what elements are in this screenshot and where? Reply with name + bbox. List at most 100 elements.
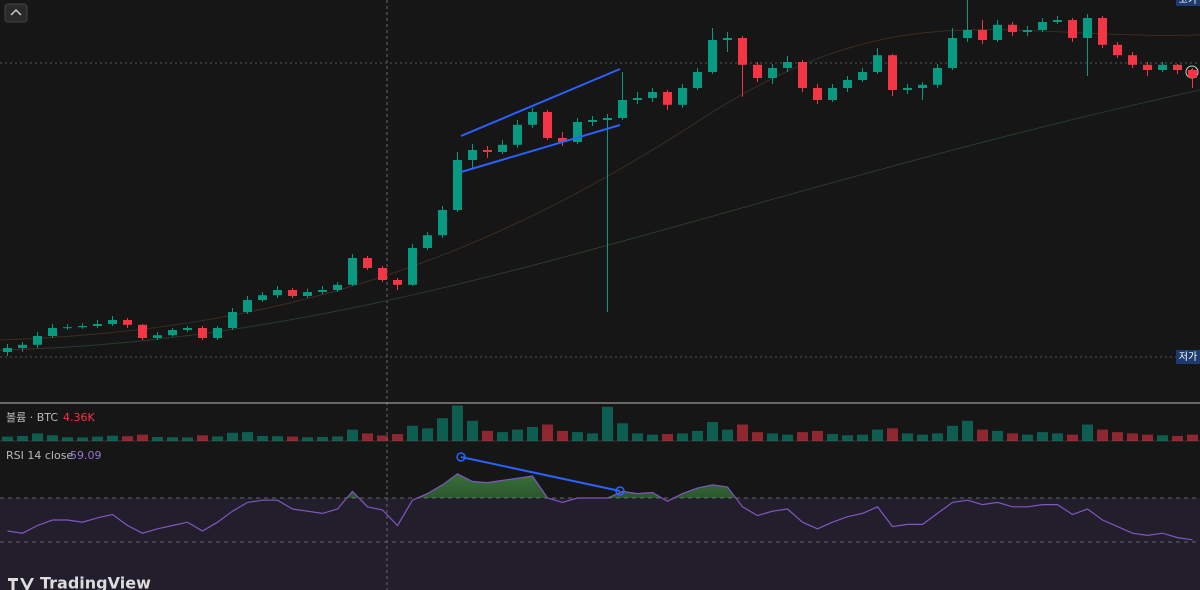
volume-bar: [287, 436, 298, 441]
volume-bar: [617, 423, 628, 441]
collapse-button[interactable]: [4, 3, 28, 23]
volume-bar: [1187, 434, 1198, 441]
volume-bar: [1022, 434, 1033, 441]
candle-body: [1143, 64, 1152, 70]
candle-body: [1188, 70, 1197, 78]
candle-body: [933, 68, 942, 85]
volume-bar: [452, 405, 463, 441]
moving-average: [0, 29, 1200, 341]
volume-bar: [1037, 432, 1048, 441]
candle-body: [258, 295, 267, 300]
volume-bar: [497, 432, 508, 441]
volume-bar: [272, 436, 283, 441]
volume-bar: [227, 432, 238, 441]
volume-bar: [917, 434, 928, 441]
volume-bar: [152, 436, 163, 441]
candle-body: [783, 62, 792, 68]
volume-bar: [1097, 429, 1108, 441]
candle-body: [438, 210, 447, 236]
candle-body: [918, 84, 927, 88]
volume-bar: [1007, 433, 1018, 441]
chevron-icon: [10, 8, 22, 16]
moving-average: [0, 89, 1200, 351]
volume-bar: [107, 435, 118, 441]
rsi-band: [0, 498, 1200, 590]
candle-body: [843, 80, 852, 88]
volume-bar: [167, 437, 178, 441]
trendline-handle[interactable]: [456, 452, 466, 462]
volume-bar: [32, 433, 43, 441]
volume-bar: [77, 437, 88, 441]
volume-bar: [467, 420, 478, 441]
volume-bar: [842, 435, 853, 441]
volume-bar: [587, 433, 598, 441]
volume-bar: [1067, 434, 1078, 441]
candle-body: [858, 72, 867, 80]
volume-bar: [827, 434, 838, 441]
candle-body: [483, 150, 492, 152]
logo-icon: [8, 578, 34, 590]
volume-legend: 볼륨 · BTC: [6, 411, 58, 424]
volume-bar: [302, 437, 313, 441]
volume-bar: [1172, 435, 1183, 441]
candle-body: [1008, 24, 1017, 32]
candle-body: [903, 88, 912, 90]
high-tag-bg: [1176, 0, 1200, 6]
candle-body: [228, 312, 237, 328]
volume-bar: [482, 430, 493, 441]
candle-body: [303, 292, 312, 296]
candle-body: [873, 55, 882, 72]
volume-bar: [1082, 424, 1093, 441]
candle-body: [213, 328, 222, 338]
volume-bar: [332, 436, 343, 441]
candle-body: [243, 300, 252, 312]
candle-body: [288, 290, 297, 296]
candle-body: [198, 328, 207, 338]
candle-body: [363, 258, 372, 268]
candle-body: [468, 150, 477, 160]
candle-body: [498, 144, 507, 152]
volume-bar: [317, 436, 328, 441]
candle-body: [78, 326, 87, 328]
candle-body: [183, 328, 192, 330]
candle-body: [543, 112, 552, 138]
volume-value: 4.36K: [63, 411, 95, 424]
volume-bar: [797, 432, 808, 441]
candle-body: [603, 118, 612, 120]
trendline-handle[interactable]: [615, 486, 625, 496]
candle-body: [453, 160, 462, 210]
drawings: [456, 68, 625, 496]
volume-bar: [707, 422, 718, 441]
candle-body: [828, 88, 837, 100]
candle-body: [153, 335, 162, 338]
volume-bar: [197, 435, 208, 441]
volume-bar: [92, 436, 103, 441]
volume-bar: [812, 430, 823, 441]
candle-body: [633, 98, 642, 100]
volume-bar: [407, 425, 418, 441]
candle-body: [708, 40, 717, 72]
volume-bar: [242, 432, 253, 441]
volume-bar: [47, 435, 58, 441]
candle-body: [1173, 64, 1182, 70]
rsi-trendline: [460, 456, 621, 492]
candle-body: [1113, 44, 1122, 56]
candle-body: [378, 268, 387, 280]
candle-body: [618, 100, 627, 118]
low-tag: 저가: [1179, 351, 1197, 363]
candle-body: [813, 88, 822, 100]
volume-bar: [527, 427, 538, 441]
candle-body: [393, 280, 402, 285]
candle-body: [588, 120, 597, 122]
candle-body: [738, 38, 747, 65]
candle-body: [1023, 30, 1032, 32]
candle-body: [513, 124, 522, 145]
volume-bar: [647, 434, 658, 441]
candle-body: [1038, 22, 1047, 30]
channel-line: [460, 124, 621, 173]
channel-line: [460, 68, 621, 137]
volume-bar: [62, 437, 73, 441]
logo: TradingView: [40, 574, 151, 590]
